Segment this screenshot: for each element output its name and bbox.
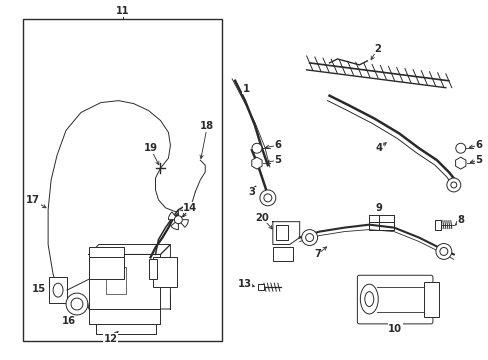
Bar: [89, 255, 123, 279]
Text: 1: 1: [242, 84, 249, 94]
Text: 11: 11: [116, 6, 129, 16]
Text: 16: 16: [62, 316, 76, 326]
Ellipse shape: [360, 284, 377, 314]
Ellipse shape: [53, 283, 63, 297]
Circle shape: [301, 230, 317, 246]
Text: 18: 18: [200, 121, 214, 131]
Circle shape: [446, 178, 460, 192]
Text: 10: 10: [387, 324, 401, 334]
Circle shape: [174, 216, 182, 224]
Text: 6: 6: [274, 140, 281, 150]
Text: 8: 8: [456, 215, 463, 225]
Text: 6: 6: [474, 140, 481, 150]
Wedge shape: [178, 220, 188, 227]
Text: 17: 17: [26, 195, 40, 205]
Text: 5: 5: [274, 155, 281, 165]
Bar: [275, 225, 287, 239]
Circle shape: [251, 143, 262, 153]
Bar: [148, 260, 156, 279]
Circle shape: [264, 194, 271, 202]
Wedge shape: [178, 210, 185, 220]
Circle shape: [450, 182, 456, 188]
FancyBboxPatch shape: [357, 275, 432, 324]
Text: 20: 20: [255, 213, 268, 223]
Bar: [89, 247, 123, 257]
Text: 9: 9: [375, 203, 382, 213]
Bar: [49, 277, 67, 303]
Text: 14: 14: [183, 203, 197, 213]
Text: 19: 19: [143, 143, 157, 153]
Text: 12: 12: [103, 334, 118, 344]
Text: 3: 3: [248, 187, 255, 197]
Circle shape: [71, 298, 83, 310]
Text: 13: 13: [238, 279, 251, 289]
Wedge shape: [168, 212, 178, 220]
Bar: [434, 220, 440, 230]
Circle shape: [455, 143, 465, 153]
Text: 7: 7: [313, 249, 320, 260]
Circle shape: [305, 234, 313, 242]
Circle shape: [435, 243, 451, 260]
Bar: [272, 247, 292, 261]
Circle shape: [439, 247, 447, 255]
Circle shape: [66, 293, 88, 315]
Circle shape: [260, 190, 275, 206]
Bar: [23, 19, 222, 341]
Wedge shape: [170, 220, 178, 230]
Text: 5: 5: [474, 155, 481, 165]
Bar: [152, 257, 177, 287]
Bar: [423, 282, 438, 317]
Text: 2: 2: [373, 44, 380, 54]
Text: 15: 15: [32, 284, 46, 294]
Bar: [257, 284, 264, 290]
Text: 4: 4: [375, 143, 382, 153]
Ellipse shape: [364, 292, 373, 306]
